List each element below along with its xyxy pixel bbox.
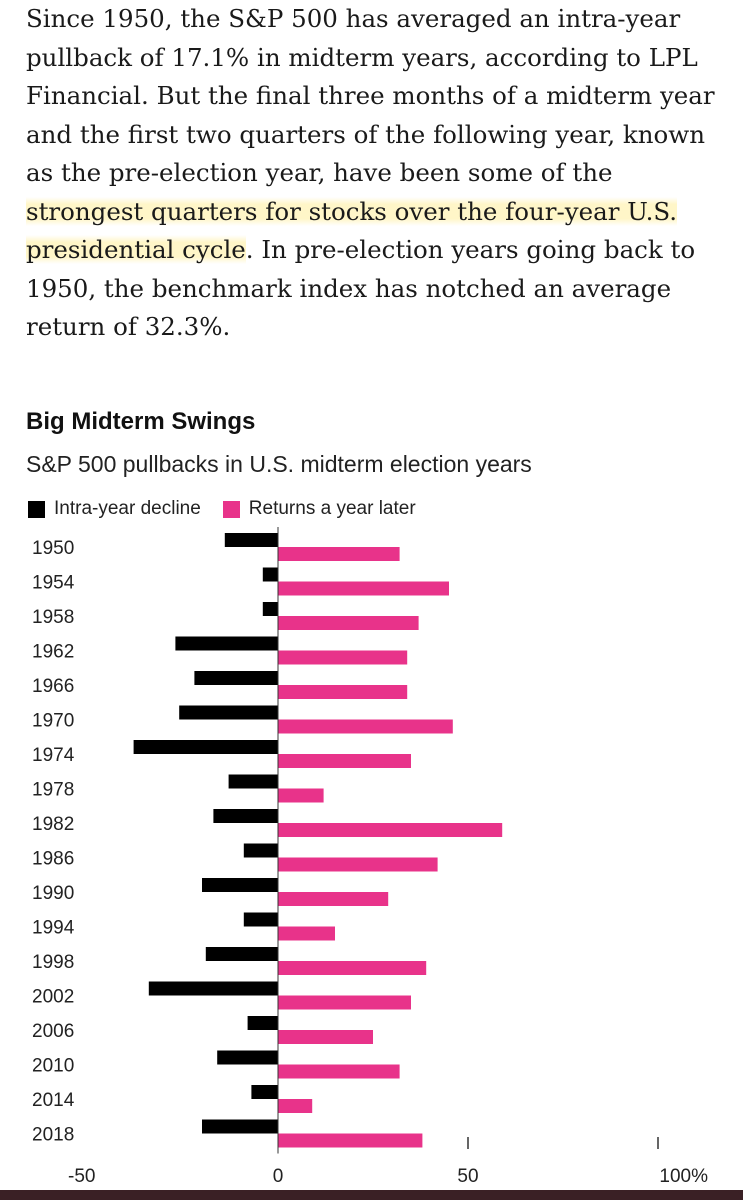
return-bar — [278, 650, 408, 665]
return-bar — [278, 788, 324, 803]
decline-bar — [262, 567, 278, 582]
decline-bar — [262, 602, 278, 616]
decline-bar — [213, 809, 278, 823]
year-label: 1978 — [32, 780, 74, 801]
year-label: 1958 — [32, 607, 74, 628]
return-bar — [278, 547, 400, 561]
decline-bar — [202, 878, 278, 892]
year-label: 1950 — [32, 538, 74, 559]
return-bar — [278, 857, 438, 872]
return-bar — [278, 1133, 423, 1148]
year-label: 2002 — [32, 987, 74, 1008]
decline-bar — [224, 533, 278, 547]
decline-bar — [205, 947, 278, 961]
year-label: 1986 — [32, 849, 74, 870]
legend-swatch-decline — [28, 500, 45, 518]
return-bar — [278, 719, 453, 734]
decline-bar — [217, 1050, 278, 1065]
year-label: 1982 — [32, 814, 74, 835]
legend-item-returns: Returns a year later — [222, 498, 416, 520]
decline-bar — [194, 671, 278, 685]
legend-swatch-returns — [222, 500, 240, 518]
return-bar — [278, 1030, 373, 1044]
year-label: 1954 — [32, 573, 75, 594]
year-label: 2010 — [32, 1056, 74, 1077]
legend-item-decline: Intra-year decline — [28, 498, 201, 520]
decline-bar — [251, 1085, 278, 1099]
year-label: 1990 — [32, 883, 74, 904]
decline-bar — [175, 636, 278, 651]
article-text-after: . In pre-election years going back to 19… — [26, 235, 696, 341]
x-tick-label: 50 — [457, 1166, 478, 1187]
x-tick-label: 100% — [659, 1166, 708, 1187]
decline-bar — [202, 1119, 278, 1134]
bottom-bar — [0, 1190, 743, 1200]
year-label: 1998 — [32, 952, 74, 973]
year-label: 2014 — [32, 1090, 75, 1111]
return-bar — [278, 995, 411, 1010]
article-paragraph: Since 1950, the S&P 500 has averaged an … — [26, 0, 726, 347]
year-label: 1962 — [32, 642, 74, 663]
year-label: 1966 — [32, 676, 74, 697]
chart-legend: Intra-year decline Returns a year later — [28, 497, 438, 521]
return-bar — [278, 892, 389, 906]
year-label: 1974 — [32, 745, 75, 766]
year-label: 1994 — [32, 918, 75, 939]
return-bar — [278, 581, 449, 596]
x-tick-label: 0 — [273, 1166, 284, 1187]
legend-label-returns: Returns a year later — [248, 498, 416, 519]
decline-bar — [247, 1016, 278, 1030]
decline-bar — [148, 981, 278, 996]
decline-bar — [243, 843, 278, 858]
decline-bar — [243, 912, 278, 927]
return-bar — [278, 1064, 400, 1079]
year-label: 1970 — [32, 711, 74, 732]
return-bar — [278, 685, 408, 699]
year-label: 2006 — [32, 1021, 74, 1042]
decline-bar — [179, 705, 278, 720]
article-text-before: Since 1950, the S&P 500 has averaged an … — [26, 4, 715, 187]
x-tick-label: -50 — [68, 1166, 95, 1187]
return-bar — [278, 961, 427, 975]
return-bar — [278, 754, 411, 768]
legend-label-decline: Intra-year decline — [54, 498, 201, 519]
return-bar — [278, 823, 503, 837]
return-bar — [278, 616, 419, 630]
chart-title: Big Midterm Swings — [26, 408, 256, 435]
chart-subtitle: S&P 500 pullbacks in U.S. midterm electi… — [26, 451, 532, 477]
decline-bar — [228, 774, 278, 789]
bar-chart: 1950 1954 1958 1962 1966 1970 1974 1978 1982 1986… — [32, 527, 708, 1187]
return-bar — [278, 1099, 313, 1113]
return-bar — [278, 926, 335, 941]
year-label: 2018 — [32, 1125, 74, 1146]
decline-bar — [133, 740, 278, 754]
